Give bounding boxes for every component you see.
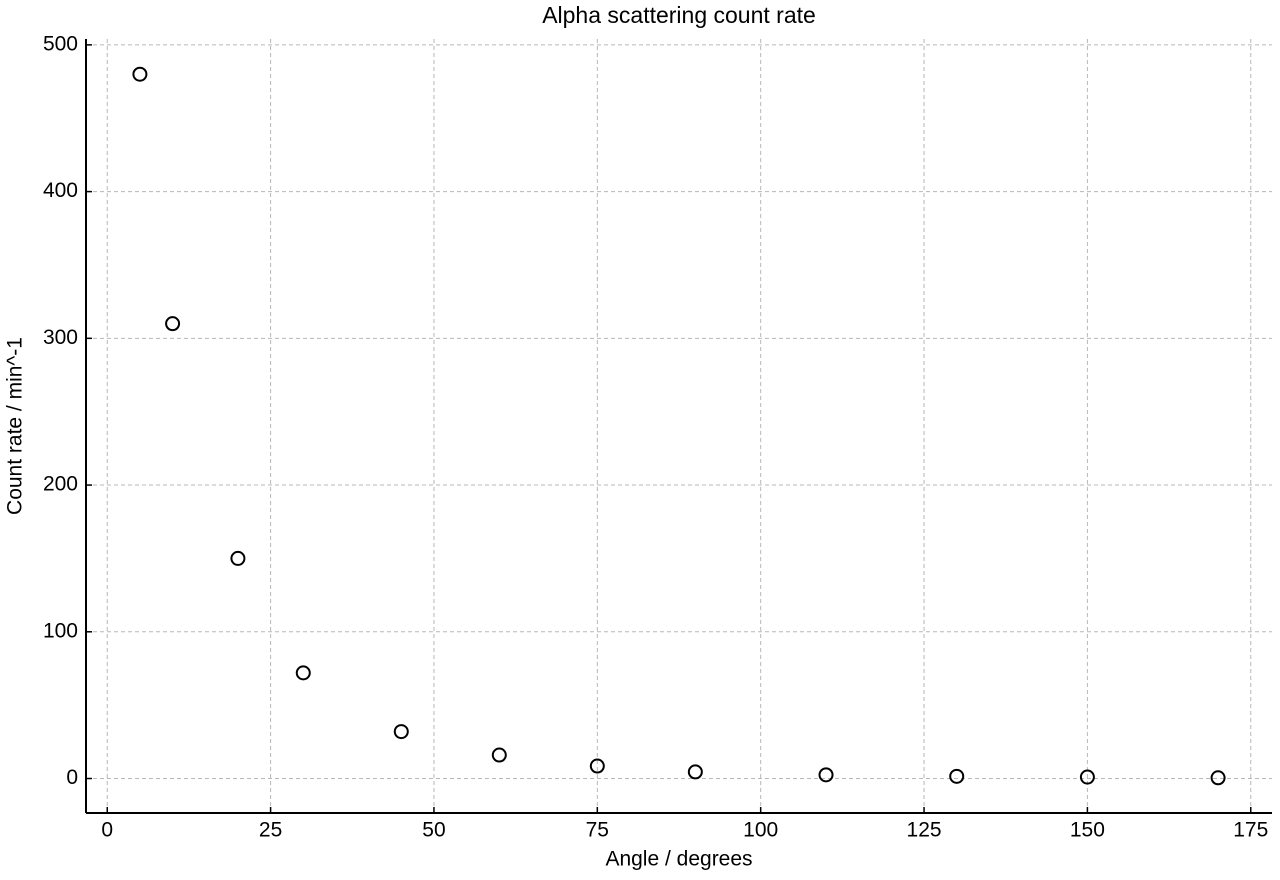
y-tick-label: 0 <box>66 766 78 789</box>
x-tick-label: 0 <box>101 819 113 842</box>
y-tick-label: 500 <box>43 32 78 55</box>
point <box>295 665 311 681</box>
point <box>165 316 181 332</box>
point <box>393 724 409 740</box>
point <box>589 758 605 774</box>
point <box>949 768 965 784</box>
y-axis-label: Count rate / min^-1 <box>4 337 27 515</box>
x-tick-label: 175 <box>1233 819 1268 842</box>
y-tick-label: 300 <box>43 326 78 349</box>
point <box>1079 769 1095 785</box>
x-tick-label: 125 <box>907 819 942 842</box>
x-tick-label: 50 <box>422 819 445 842</box>
x-tick-label: 25 <box>259 819 282 842</box>
y-tick-label: 400 <box>43 179 78 202</box>
point <box>230 550 246 566</box>
x-tick-label: 150 <box>1070 819 1105 842</box>
point <box>818 767 834 783</box>
y-tick-label: 100 <box>43 619 78 642</box>
point <box>687 764 703 780</box>
x-axis-label: Angle / degrees <box>605 848 752 871</box>
chart-title: Alpha scattering count rate <box>542 2 816 28</box>
point <box>1210 770 1226 786</box>
point <box>132 66 148 82</box>
point <box>491 747 507 763</box>
y-tick-label: 200 <box>43 473 78 496</box>
x-tick-label: 75 <box>586 819 609 842</box>
x-tick-label: 100 <box>743 819 778 842</box>
